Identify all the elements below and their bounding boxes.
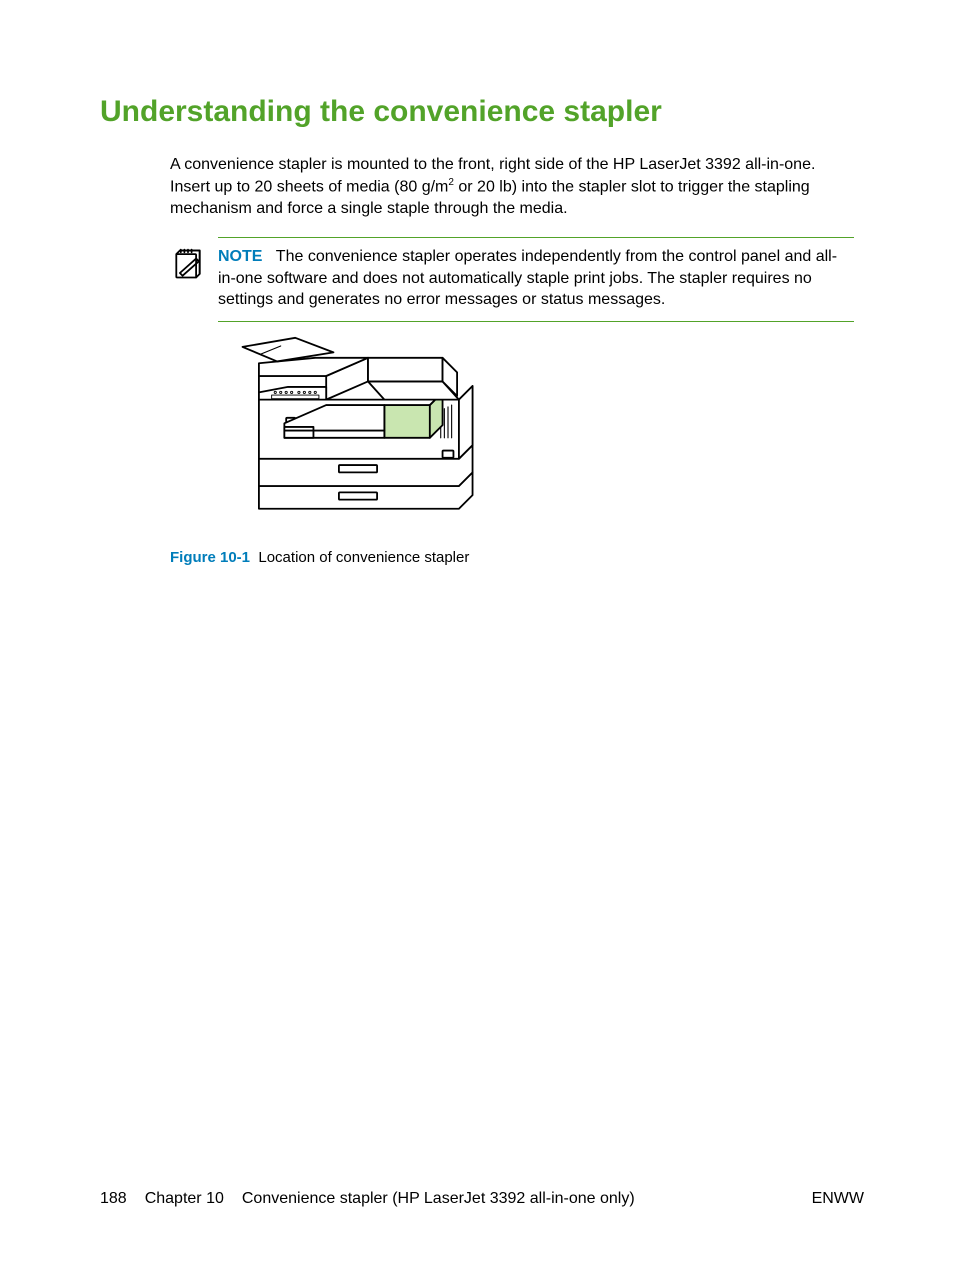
page-footer: 188 Chapter 10 Convenience stapler (HP L… [100, 1190, 864, 1208]
note-text: NOTE The convenience stapler operates in… [208, 246, 854, 311]
note-label: NOTE [218, 248, 262, 265]
page-heading: Understanding the convenience stapler [100, 94, 864, 130]
footer-chapter: Chapter 10 [145, 1190, 224, 1208]
intro-paragraph: A convenience stapler is mounted to the … [170, 154, 854, 219]
note-block: NOTE The convenience stapler operates in… [170, 237, 854, 322]
note-icon [170, 246, 208, 287]
note-row: NOTE The convenience stapler operates in… [170, 238, 854, 321]
footer-page-number: 188 [100, 1190, 127, 1208]
footer-left: 188 Chapter 10 Convenience stapler (HP L… [100, 1190, 635, 1208]
note-body: The convenience stapler operates indepen… [218, 248, 837, 308]
footer-chapter-title: Convenience stapler (HP LaserJet 3392 al… [242, 1190, 635, 1208]
figure-caption-text: Location of convenience stapler [258, 549, 469, 566]
document-page: Understanding the convenience stapler A … [0, 0, 954, 1270]
note-rule-bottom [218, 321, 854, 322]
figure-caption: Figure 10-1 Location of convenience stap… [170, 548, 864, 568]
footer-lang: ENWW [812, 1190, 864, 1208]
printer-illustration [218, 336, 518, 536]
figure-caption-label: Figure 10-1 [170, 549, 250, 566]
figure-printer [218, 336, 864, 536]
